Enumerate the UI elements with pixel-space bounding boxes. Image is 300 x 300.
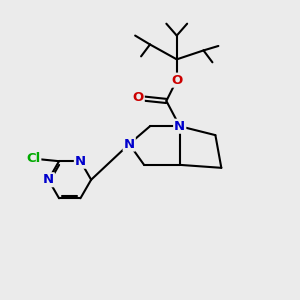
Text: N: N	[43, 173, 54, 186]
Text: O: O	[133, 92, 144, 104]
Text: N: N	[75, 155, 86, 168]
Text: N: N	[174, 120, 185, 133]
Text: O: O	[171, 74, 182, 87]
Text: N: N	[124, 138, 135, 151]
Text: Cl: Cl	[26, 152, 40, 165]
